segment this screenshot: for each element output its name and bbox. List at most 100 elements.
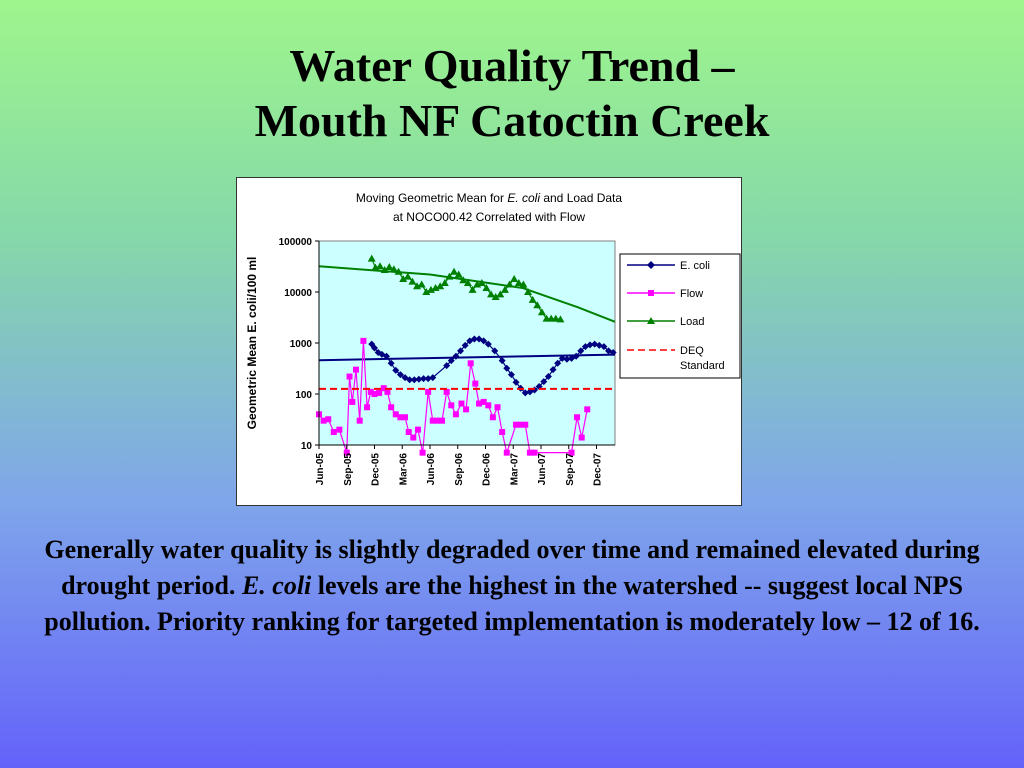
data-point xyxy=(500,285,509,293)
legend-deq-label: DEQ xyxy=(680,345,704,357)
data-point xyxy=(513,421,520,428)
x-tick-label: Dec-06 xyxy=(482,453,493,486)
legend-deq-label-2: Standard xyxy=(680,360,725,372)
data-point xyxy=(463,279,472,287)
data-point xyxy=(491,292,500,300)
data-point xyxy=(399,274,408,282)
data-point xyxy=(600,343,608,351)
legend-box xyxy=(619,253,741,379)
data-point xyxy=(403,272,412,280)
series-layer xyxy=(316,254,617,456)
data-point xyxy=(458,400,465,407)
data-point xyxy=(410,376,418,384)
data-point xyxy=(426,285,435,293)
trendline xyxy=(318,353,616,362)
data-point xyxy=(554,359,562,367)
data-point xyxy=(349,398,356,405)
x-tick-label: Jun-06 xyxy=(426,453,437,486)
data-point xyxy=(346,373,353,380)
y-tick-label: 10 xyxy=(301,441,313,452)
data-point xyxy=(392,366,400,374)
data-point xyxy=(551,314,560,322)
data-point xyxy=(383,352,391,360)
data-point xyxy=(384,388,391,395)
legend-load-label: Load xyxy=(680,316,704,328)
data-point xyxy=(353,366,359,373)
x-tick-label: Sep-07 xyxy=(565,453,576,486)
series-line xyxy=(318,340,588,455)
data-point xyxy=(356,417,363,424)
y-axis: 10 100 1000 10000 100000 xyxy=(279,237,319,452)
data-point xyxy=(496,290,505,298)
data-point xyxy=(487,290,496,298)
data-point xyxy=(450,267,459,275)
data-point xyxy=(477,279,486,287)
data-point xyxy=(503,449,510,456)
x-tick-label: Dec-07 xyxy=(593,453,604,486)
data-point xyxy=(498,357,506,365)
x-tick-label: Mar-06 xyxy=(398,453,409,486)
data-point xyxy=(521,389,529,397)
data-point xyxy=(489,414,496,421)
data-point xyxy=(376,389,383,396)
data-point xyxy=(374,349,382,357)
x-tick-label: Jun-07 xyxy=(537,453,548,486)
data-point xyxy=(371,391,378,397)
legend: E. coli Flow Load DEQ Standard xyxy=(619,253,741,379)
data-point xyxy=(380,385,387,392)
data-point xyxy=(434,417,441,424)
data-point xyxy=(467,360,474,367)
data-point xyxy=(406,376,414,384)
data-point xyxy=(320,417,327,424)
slide-title-line-2: Mouth NF Catoctin Creek xyxy=(254,95,770,146)
data-point xyxy=(396,371,404,379)
data-point xyxy=(385,262,394,270)
data-point xyxy=(424,375,432,383)
data-point xyxy=(445,272,454,280)
chart-title-line-2: at NOCO00.42 Correlated with Flow xyxy=(393,210,585,224)
data-point xyxy=(422,288,431,295)
data-point xyxy=(526,388,534,396)
legend-flow-marker xyxy=(648,290,654,296)
x-axis: Jun-05 Sep-05 Dec-05 Mar-06 Jun-06 Sep-06 Dec-… xyxy=(315,445,604,486)
data-point xyxy=(392,411,399,418)
data-point xyxy=(452,411,459,418)
data-point xyxy=(439,417,446,424)
x-tick-label: Sep-05 xyxy=(343,453,354,486)
chart: Moving Geometric Mean for E. coli and Lo… xyxy=(245,191,741,486)
y-axis-label: Geometric Mean E. coli/100 ml xyxy=(245,257,259,430)
data-point xyxy=(609,349,617,357)
data-point xyxy=(454,270,463,278)
data-point xyxy=(448,402,455,409)
data-point xyxy=(472,380,479,387)
data-point xyxy=(440,279,449,287)
data-point xyxy=(425,388,432,395)
data-point xyxy=(528,295,537,303)
data-point xyxy=(447,357,455,365)
data-point xyxy=(484,340,492,348)
data-point xyxy=(420,375,428,383)
data-point xyxy=(457,347,465,355)
data-point xyxy=(485,402,492,409)
data-point xyxy=(533,301,542,309)
data-point xyxy=(524,288,533,295)
legend-load-marker xyxy=(647,317,655,324)
data-point xyxy=(540,378,548,386)
data-point xyxy=(443,388,450,395)
data-point xyxy=(531,449,538,456)
data-point xyxy=(568,449,575,456)
data-point xyxy=(591,340,599,348)
data-point xyxy=(387,359,395,367)
data-point xyxy=(371,344,378,352)
data-point xyxy=(459,276,468,284)
data-point xyxy=(388,404,395,411)
data-point xyxy=(364,404,371,411)
data-point xyxy=(563,355,571,363)
data-point xyxy=(510,274,519,282)
data-point xyxy=(376,262,385,270)
data-point xyxy=(595,341,603,349)
data-point xyxy=(512,378,520,386)
data-point xyxy=(577,347,585,355)
data-point xyxy=(431,283,440,291)
data-point xyxy=(572,352,580,360)
